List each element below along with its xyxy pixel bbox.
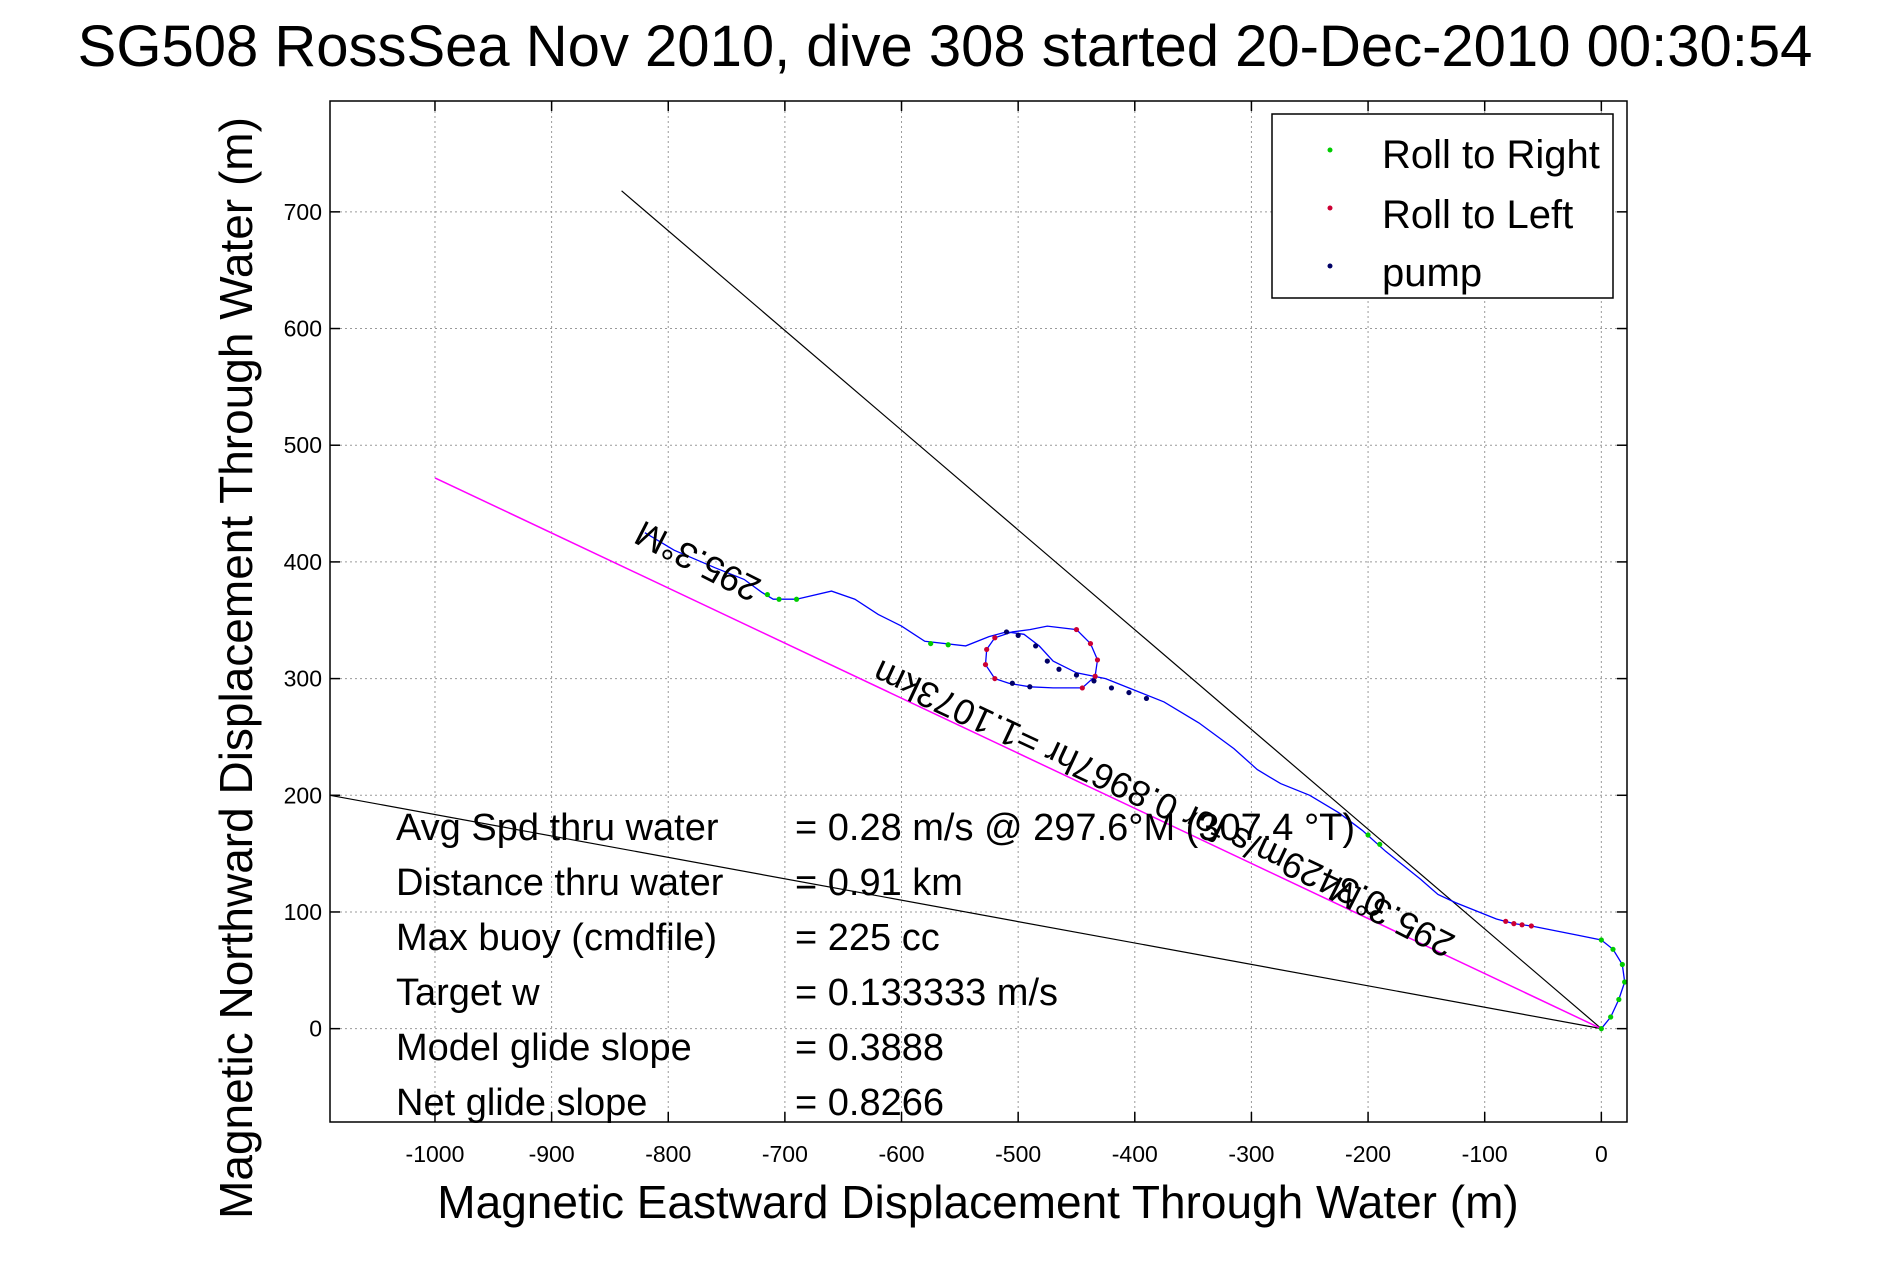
x-tick-label: -200	[1345, 1141, 1391, 1167]
marker-roll-to-right	[1365, 832, 1371, 838]
x-axis-ticks: -1000 -900 -800 -700 -600 -500 -400 -300 -200 -10…	[406, 101, 1608, 1167]
marker-roll-to-left	[1511, 921, 1517, 927]
marker-pump	[1003, 629, 1010, 635]
y-tick-label: 200	[284, 782, 322, 808]
marker-roll-to-right	[764, 591, 770, 598]
x-tick-label: -700	[762, 1141, 808, 1167]
stat-label: Target w	[396, 972, 540, 1014]
course-line	[434, 477, 1602, 1030]
marker-roll-to-right	[776, 596, 782, 602]
marker-pump	[1108, 685, 1115, 691]
stat-value: = 0.133333 m/s	[795, 972, 1058, 1014]
stat-value: = 225 cc	[795, 917, 940, 959]
plot-border	[329, 100, 1628, 1123]
x-tick-label: -500	[995, 1141, 1041, 1167]
marker-roll-to-left	[1092, 673, 1098, 679]
marker-roll-to-right	[1619, 961, 1625, 968]
stat-label: Model glide slope	[396, 1027, 692, 1069]
stats-block: Avg Spd thru water = 0.28 m/s @ 297.6°M (…	[396, 807, 1355, 1124]
marker-pump	[1143, 695, 1150, 702]
legend: Roll to Right Roll to Left pump	[1271, 113, 1614, 299]
marker-roll-to-left	[1073, 626, 1080, 633]
y-tick-label: 600	[284, 316, 322, 342]
marker-roll-to-left	[984, 646, 990, 653]
heading-line	[329, 794, 1602, 1030]
roll-markers	[764, 591, 1628, 1032]
heading-line	[621, 190, 1602, 1030]
x-tick-label: -400	[1112, 1141, 1158, 1167]
stat-label: Net glide slope	[396, 1082, 647, 1124]
x-tick-label: 0	[1595, 1141, 1608, 1167]
marker-roll-to-left	[1087, 640, 1094, 647]
marker-pump	[1126, 689, 1132, 696]
marker-roll-to-left	[1519, 922, 1525, 928]
marker-pump	[1015, 632, 1021, 639]
y-tick-label: 700	[284, 199, 322, 225]
legend-marker-pump	[1327, 263, 1333, 269]
track-line	[644, 532, 1626, 1030]
legend-label-roll-left: Roll to Left	[1382, 193, 1573, 237]
marker-roll-to-right	[1598, 937, 1604, 943]
x-tick-label: -100	[1462, 1141, 1508, 1167]
y-tick-label: 500	[284, 432, 322, 458]
marker-roll-to-right	[1598, 1026, 1604, 1032]
marker-roll-to-left	[992, 635, 998, 641]
stat-value: = 0.91 km	[795, 862, 963, 904]
stat-value: = 0.28 m/s @ 297.6°M (307.4 °T)	[795, 807, 1355, 849]
marker-pump	[1073, 672, 1080, 678]
marker-roll-to-right	[1616, 996, 1622, 1003]
legend-marker-roll-left	[1327, 205, 1333, 211]
marker-roll-to-left	[982, 661, 989, 668]
stat-label: Avg Spd thru water	[396, 807, 719, 849]
marker-roll-to-right	[945, 642, 951, 648]
marker-roll-to-right	[1622, 979, 1628, 985]
heading-lines	[329, 190, 1602, 1030]
stat-value: = 0.8266	[795, 1082, 944, 1124]
marker-pump	[1056, 666, 1062, 672]
x-axis-label: Magnetic Eastward Displacement Through W…	[437, 1176, 1518, 1228]
marker-roll-to-right	[1608, 1014, 1614, 1020]
marker-roll-to-left	[1094, 657, 1101, 663]
x-tick-label: -1000	[406, 1141, 465, 1167]
marker-roll-to-left	[1528, 923, 1534, 929]
marker-pump	[1033, 643, 1039, 649]
course-line-segment	[434, 477, 1602, 1030]
marker-roll-to-left	[1503, 918, 1509, 924]
y-tick-label: 400	[284, 549, 322, 575]
marker-pump	[1027, 684, 1033, 690]
marker-roll-to-right	[1610, 946, 1616, 952]
y-tick-label: 300	[284, 666, 322, 692]
legend-label-pump: pump	[1382, 251, 1482, 295]
legend-marker-roll-right	[1327, 147, 1333, 153]
y-tick-label: 100	[284, 899, 322, 925]
stat-label: Distance thru water	[396, 862, 724, 904]
marker-roll-to-left	[992, 675, 998, 682]
x-tick-label: -600	[878, 1141, 924, 1167]
legend-label-roll-right: Roll to Right	[1382, 133, 1600, 177]
x-tick-label: -300	[1228, 1141, 1274, 1167]
y-axis-ticks: 0 100 200 300 400 500 600 700	[284, 199, 1627, 1042]
x-tick-label: -900	[529, 1141, 575, 1167]
marker-pump	[1044, 658, 1050, 664]
marker-pump	[1009, 680, 1015, 686]
chart-title: SG508 RossSea Nov 2010, dive 308 started…	[78, 14, 1813, 79]
y-tick-label: 0	[309, 1016, 322, 1042]
x-tick-label: -800	[645, 1141, 691, 1167]
stat-label: Max buoy (cmdfile)	[396, 917, 717, 959]
y-axis-label: Magnetic Northward Displacement Through …	[210, 117, 262, 1219]
marker-roll-to-right	[793, 596, 800, 602]
marker-roll-to-right	[1377, 841, 1383, 847]
track-loop	[984, 625, 1099, 689]
stat-value: = 0.3888	[795, 1027, 944, 1069]
marker-pump	[1091, 678, 1097, 684]
glider-track	[644, 532, 1626, 1030]
marker-roll-to-right	[928, 640, 934, 647]
marker-roll-to-left	[1079, 685, 1085, 691]
